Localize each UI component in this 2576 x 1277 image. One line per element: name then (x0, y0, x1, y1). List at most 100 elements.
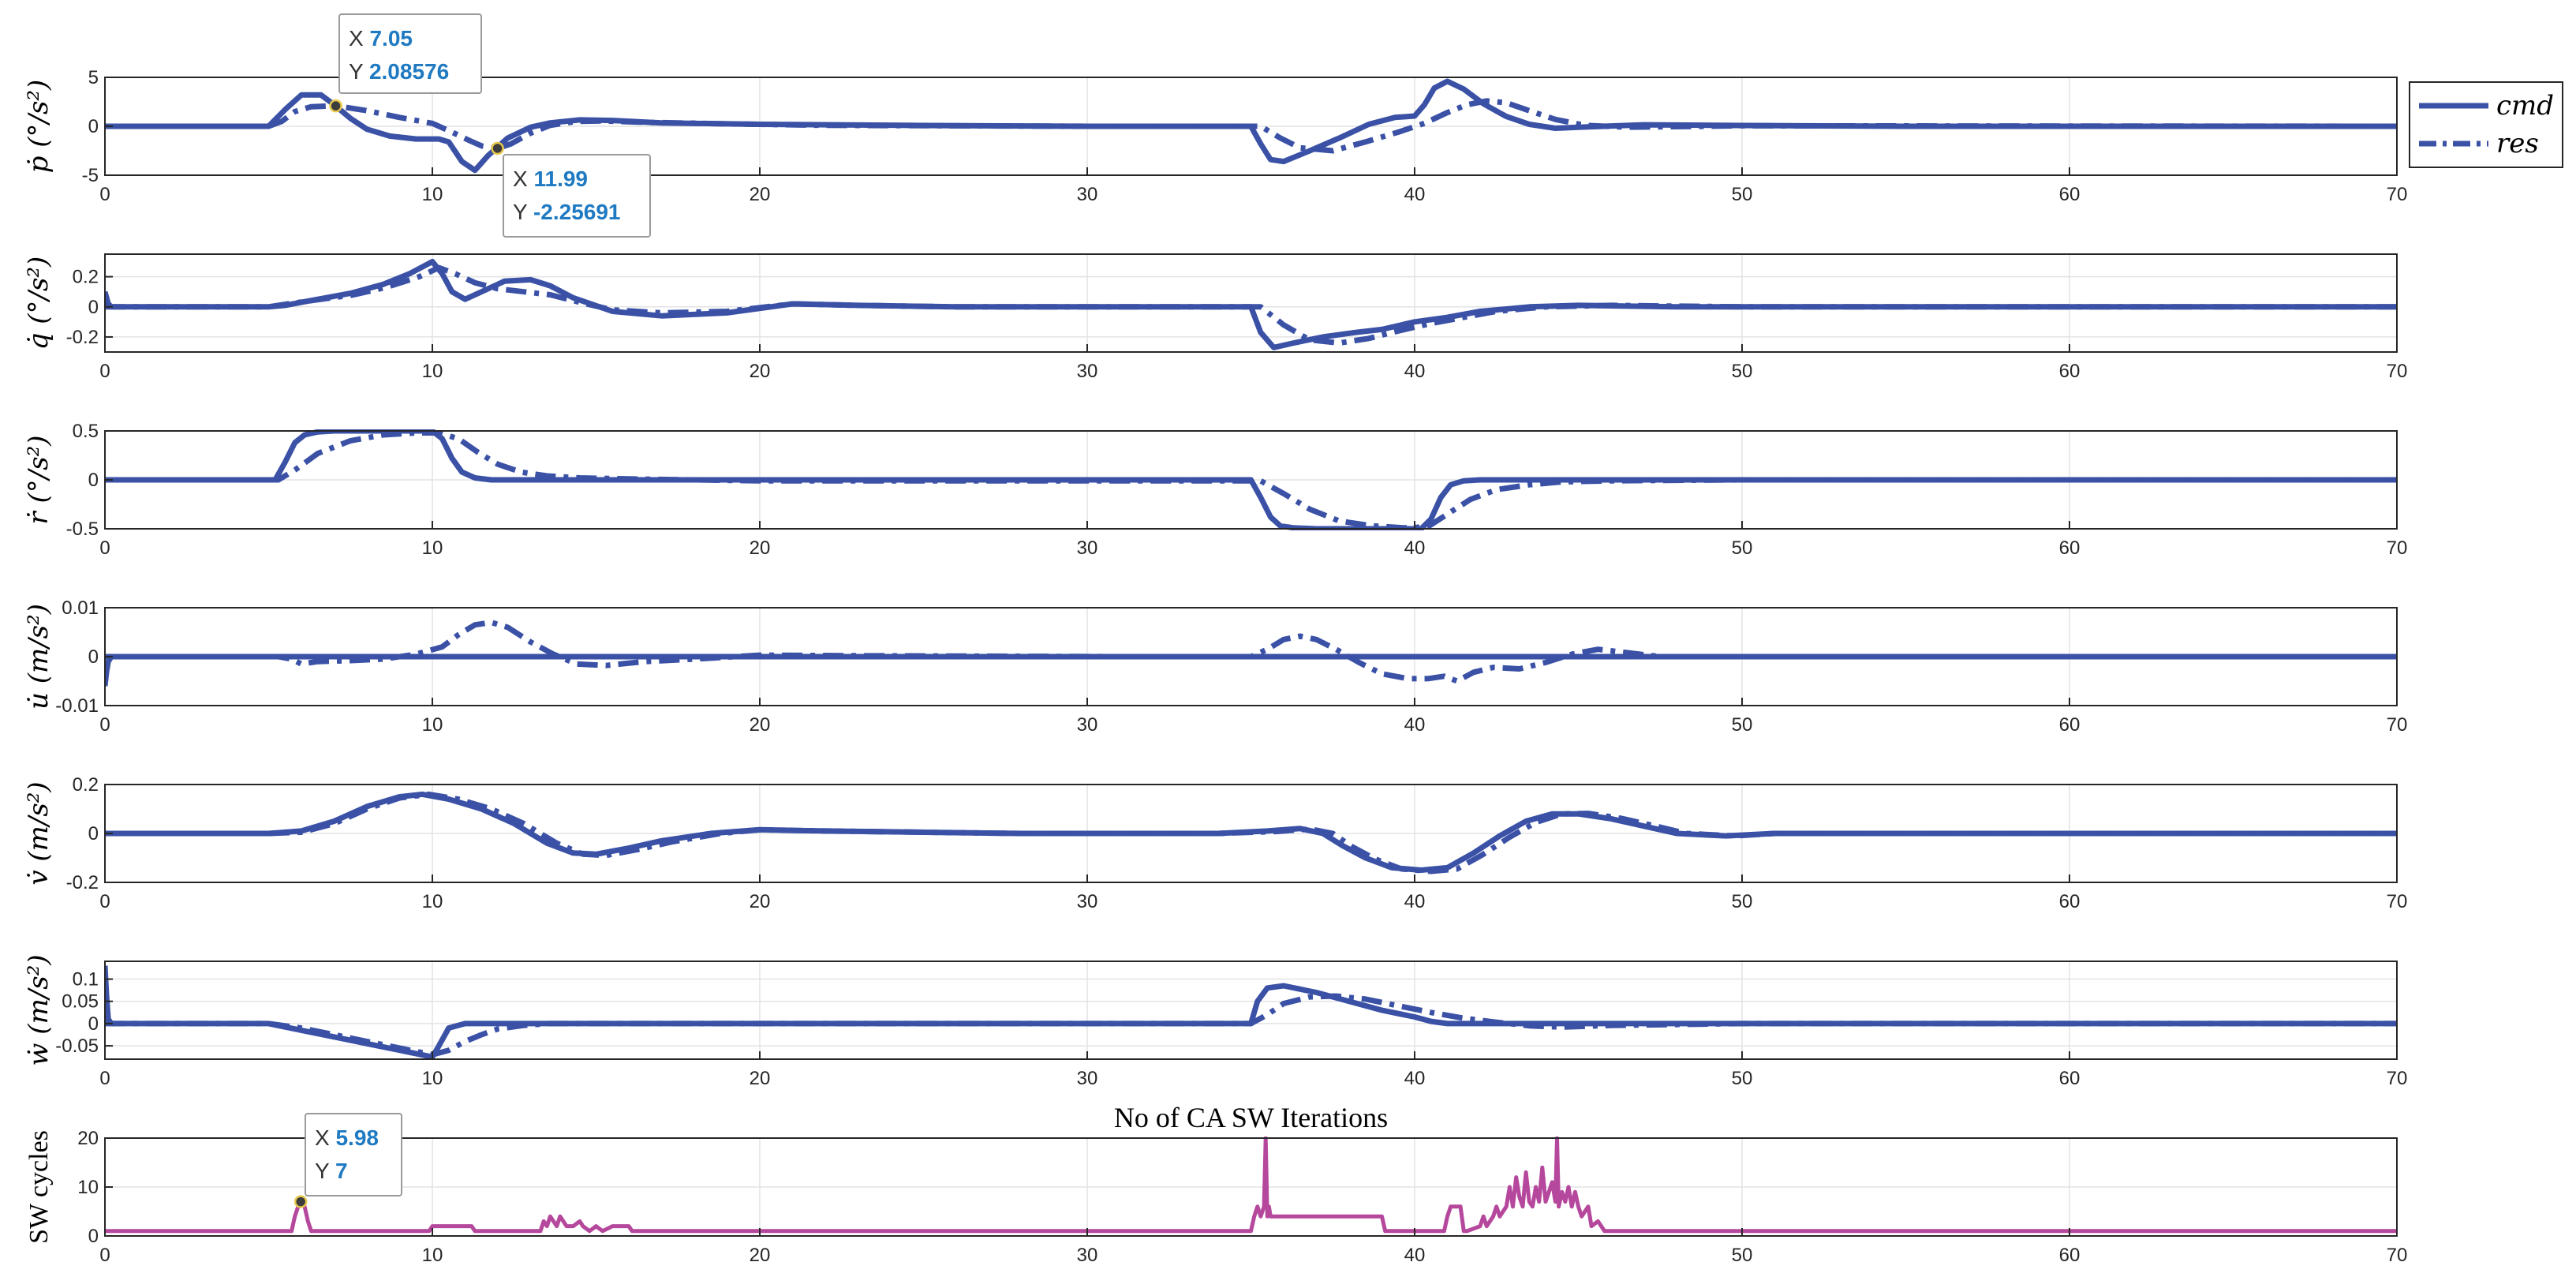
series-line-udot-second (105, 620, 2397, 684)
datatip-marker[interactable] (293, 1195, 308, 1208)
x-tick-label: 30 (1077, 361, 1098, 382)
x-tick-label: 50 (1732, 184, 1753, 205)
x-tick-label: 60 (2059, 537, 2081, 559)
datatip-x-value: 7.05 (369, 26, 413, 51)
legend-box (2409, 81, 2563, 168)
x-tick-label: 30 (1077, 537, 1098, 559)
x-tick-label: 30 (1077, 891, 1098, 912)
datatip-y-value: 2.08576 (369, 59, 449, 84)
y-tick-label: 0 (88, 1226, 99, 1247)
x-tick-label: 20 (750, 891, 771, 912)
x-tick-label: 30 (1077, 1068, 1098, 1089)
x-tick-label: 60 (2059, 184, 2081, 205)
x-tick-label: 50 (1732, 1245, 1753, 1266)
y-tick-label: 20 (77, 1128, 99, 1149)
x-tick-label: 20 (750, 537, 771, 559)
y-tick-label: -0.2 (66, 872, 99, 893)
datatip-x-label: X (513, 167, 533, 191)
datatip-y-label: Y (349, 59, 369, 84)
series-line-vdot-second (105, 791, 2397, 874)
axes-qdot: 0 10 20 30 40 50 60 70-0.200.2q̇ (°/s²) (23, 253, 2408, 382)
x-tick-label: 20 (750, 361, 771, 382)
plot-area (105, 961, 2397, 1059)
x-tick-label: 0 (99, 361, 110, 382)
datatip-y-label: Y (315, 1159, 335, 1183)
datatip-y-value: -2.25691 (533, 200, 621, 224)
x-tick-label: 40 (1404, 537, 1426, 559)
axes-swcycles: 0 10 20 30 40 50 60 70 0 10 20 SW cycles No of CA SW… (24, 1102, 2407, 1266)
datatip-marker[interactable] (491, 141, 504, 155)
y-tick-label: 0.5 (73, 421, 99, 442)
x-tick-label: 50 (1732, 714, 1753, 736)
x-tick-label: 70 (2387, 537, 2408, 559)
x-tick-label: 20 (750, 1068, 771, 1089)
axes-frame (104, 961, 2398, 1060)
y-axis-label: ẇ (m/s²) (23, 954, 54, 1065)
datatip-box (305, 1113, 402, 1196)
x-tick-label: 0 (99, 714, 110, 736)
datatip-marker[interactable] (329, 99, 342, 113)
legend-label: cmd (2496, 90, 2554, 122)
x-tick-label: 70 (2387, 1068, 2408, 1089)
legend-label: res (2496, 128, 2539, 159)
x-tick-label: 10 (422, 891, 443, 912)
legend: cmd res (2409, 81, 2563, 168)
x-tick-label: 70 (2387, 361, 2408, 382)
y-tick-label: 5 (88, 67, 99, 88)
y-tick-label: -0.05 (55, 1035, 99, 1057)
y-tick-label: -5 (82, 165, 99, 186)
series-line-qdot-second (105, 264, 2397, 346)
x-tick-label: 70 (2387, 184, 2408, 205)
y-axis-label: q̇ (°/s²) (23, 257, 54, 350)
y-axis-label: u̇ (m/s²) (23, 604, 54, 710)
x-tick-label: 10 (422, 1245, 443, 1266)
y-tick-label: 0.2 (73, 267, 99, 288)
y-tick-label: -0.5 (66, 519, 99, 540)
y-tick-label: 0 (88, 116, 99, 137)
datatip-y-row: Y 2.08576 (349, 59, 449, 84)
x-tick-label: 40 (1404, 714, 1426, 736)
x-tick-label: 20 (750, 184, 771, 205)
y-axis-label: ṗ (°/s²) (23, 80, 54, 174)
datatip[interactable]: X 11.99Y -2.25691 (491, 141, 651, 238)
y-axis-label: ṙ (°/s²) (23, 435, 54, 524)
series-line-pdot-second (105, 98, 2397, 154)
datatip[interactable]: X 7.05Y 2.08576 (329, 13, 482, 113)
x-tick-label: 70 (2387, 714, 2408, 736)
y-tick-label: 0 (88, 297, 99, 318)
x-tick-label: 60 (2059, 891, 2081, 912)
y-axis-label: SW cycles (24, 1130, 54, 1244)
x-tick-label: 50 (1732, 891, 1753, 912)
x-tick-label: 40 (1404, 1068, 1426, 1089)
y-tick-label: -0.2 (66, 327, 99, 348)
x-tick-label: 40 (1404, 361, 1426, 382)
x-tick-label: 60 (2059, 714, 2081, 736)
y-tick-label: 0 (88, 1013, 99, 1035)
plot-area (105, 254, 2397, 352)
chart-title: No of CA SW Iterations (1114, 1102, 1388, 1133)
x-tick-label: 10 (422, 1068, 443, 1089)
y-tick-label: 0 (88, 470, 99, 491)
x-tick-label: 20 (750, 1245, 771, 1266)
datatip-x-value: 5.98 (335, 1125, 379, 1150)
axes-vdot: 0 10 20 30 40 50 60 70-0.200.2v̇ (m/s²) (23, 774, 2407, 912)
datatip-box (503, 154, 651, 238)
x-tick-label: 0 (99, 1068, 110, 1089)
y-tick-label: 0.01 (62, 597, 99, 619)
x-tick-label: 70 (2387, 891, 2408, 912)
datatip-y-label: Y (513, 200, 533, 224)
y-tick-label: 0 (88, 646, 99, 668)
y-tick-label: 0.05 (62, 991, 99, 1013)
datatip-y-value: 7 (335, 1159, 348, 1183)
datatip-x-label: X (315, 1125, 335, 1150)
series-line-wdot-second (105, 993, 2397, 1058)
datatip-y-row: Y 7 (315, 1159, 348, 1183)
datatip[interactable]: X 5.98Y 7 (293, 1113, 402, 1208)
x-tick-label: 70 (2387, 1245, 2408, 1266)
y-tick-label: 0.1 (73, 969, 99, 991)
x-tick-label: 0 (99, 891, 110, 912)
x-tick-label: 30 (1077, 714, 1098, 736)
x-tick-label: 10 (422, 184, 443, 205)
